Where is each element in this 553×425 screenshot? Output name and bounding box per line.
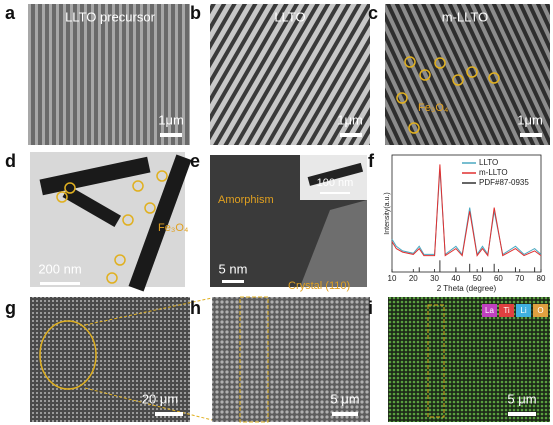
sem-image (210, 4, 370, 145)
panel-label: e (190, 151, 200, 171)
legend-label: La (485, 306, 494, 315)
legend-label: Li (520, 306, 526, 315)
region-box (239, 296, 269, 423)
xrd-chart: 10 20 30 40 50 60 70 80 2 Theta (degree) Intensit… (384, 154, 546, 293)
sem-image (212, 297, 370, 422)
panel-label: f (368, 151, 375, 171)
inset-rod (307, 162, 364, 186)
x-tick-label: 60 (494, 274, 503, 283)
panel-label: h (190, 298, 201, 318)
x-tick-label: 50 (473, 274, 482, 283)
legend-label: Ti (503, 306, 510, 315)
scale-label: 1μm (337, 112, 363, 127)
annotation: Fe₃O₄ (158, 222, 189, 234)
plot-frame (391, 154, 542, 273)
x-tick-label: 10 (388, 274, 397, 283)
legend-swatch (499, 304, 514, 317)
x-tick-label: 30 (430, 274, 439, 283)
legend-label: m-LLTO (479, 168, 508, 177)
scale-label: 5 nm (219, 261, 248, 276)
legend-label: O (537, 306, 543, 315)
panel-title: LLTO (274, 9, 305, 24)
sem-image (28, 4, 190, 145)
scale-label: 100 nm (317, 177, 354, 189)
legend-label: PDF#87-0935 (479, 178, 529, 187)
legend-swatch (516, 304, 531, 317)
annotation: Crystal (110) (288, 280, 350, 292)
legend-label: LLTO (479, 158, 498, 167)
eds-map (388, 297, 550, 422)
sem-image (30, 297, 190, 422)
particle-markers (56, 170, 168, 284)
nanorods (39, 154, 192, 292)
legend-swatch (533, 304, 548, 317)
scale-label: 200 nm (38, 261, 81, 276)
xrd-line (391, 164, 542, 257)
x-tick-label: 20 (409, 274, 418, 283)
x-tick-label: 40 (451, 274, 460, 283)
particle-markers (396, 56, 500, 134)
panel-label: d (5, 151, 16, 171)
scale-label: 1μm (517, 112, 543, 127)
annotation: Amorphism (218, 194, 274, 206)
x-tick-label: 70 (515, 274, 524, 283)
panel-title: LLTO precursor (65, 9, 156, 24)
panel-title: m-LLTO (442, 9, 488, 24)
zoom-ellipse (39, 320, 97, 390)
eds-legend: La Ti Li O (482, 304, 548, 317)
y-axis-label: Intensity(a.u.) (384, 192, 391, 234)
panel-label: a (5, 3, 16, 23)
scale-label: 5 μm (507, 391, 536, 406)
x-tick-label: 80 (537, 274, 546, 283)
panel-label: i (368, 298, 373, 318)
scale-bars (40, 133, 542, 416)
zoom-line (84, 387, 213, 421)
panel-label: c (368, 3, 378, 23)
scale-label: 1μm (158, 112, 184, 127)
x-axis-label: 2 Theta (degree) (437, 284, 497, 293)
region-box (427, 304, 445, 418)
annotation: Fe₃O₄ (418, 102, 449, 114)
legend-swatch (482, 304, 497, 317)
scale-label: 5 μm (330, 391, 359, 406)
crystal-region (300, 200, 367, 287)
scale-label: 20 μm (142, 391, 178, 406)
zoom-line (84, 297, 213, 326)
panel-label: b (190, 3, 201, 23)
panel-label: g (5, 298, 16, 318)
